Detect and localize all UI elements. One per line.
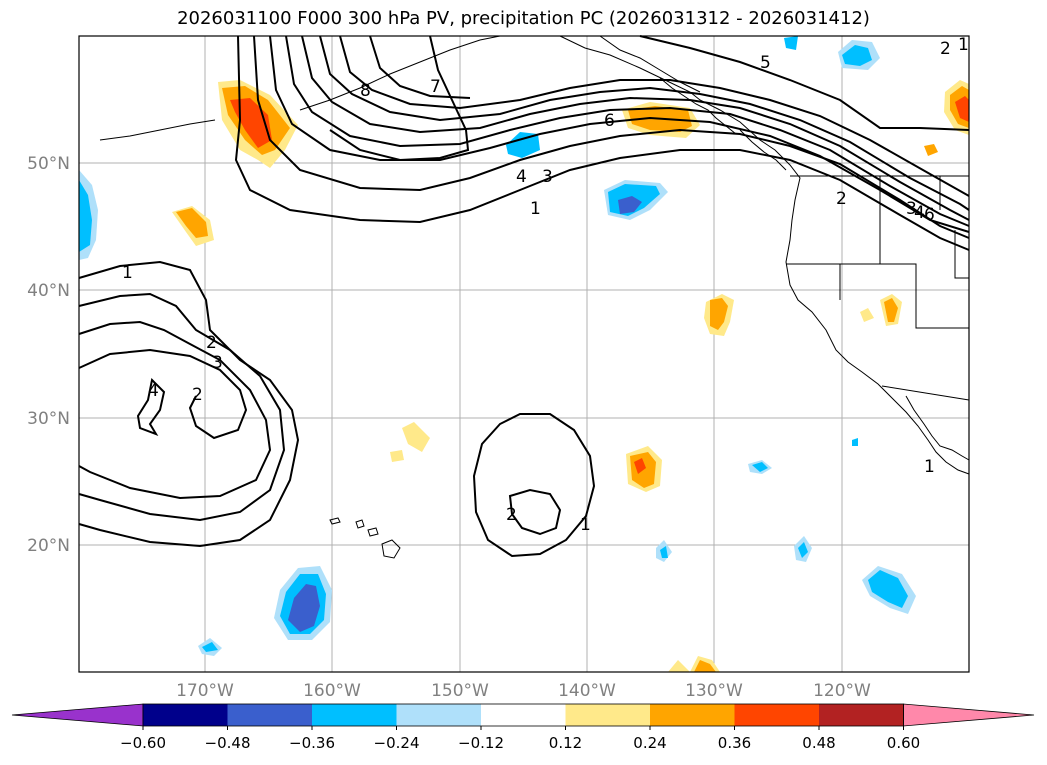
pv-label: 2 [192,385,203,405]
pv-label: 2 [506,505,517,525]
map-title: 2026031100 F000 300 hPa PV, precipitatio… [177,8,870,29]
pv-contours [78,35,970,558]
colorbar-tick-label: 0.12 [549,734,582,752]
pv-label: 1 [530,199,541,219]
lat-label: 30°N [27,409,70,429]
colorbar-tick-label: −0.12 [458,734,504,752]
pv-label: 6 [604,111,615,131]
pv-label: 1 [958,35,969,55]
colorbar-extend-high [903,703,1035,727]
pv-label: 1 [122,263,133,283]
colorbar-segment [227,704,313,726]
pv-label: 2 [206,333,217,353]
lon-label: 130°W [685,681,743,701]
pv-label: 7 [430,77,441,97]
lat-label: 50°N [27,154,70,174]
pv-label: 5 [760,53,771,73]
colorbar-tick-label: 0.24 [633,734,666,752]
colorbar-segment [481,704,566,726]
colorbar-tick-label: −0.24 [374,734,420,752]
lon-label: 140°W [558,681,616,701]
lon-label: 120°W [813,681,871,701]
colorbar-border [142,703,904,727]
lon-label: 150°W [431,681,489,701]
pv-label: 4 [516,167,527,187]
colorbar-segment [819,704,904,726]
colorbar: −0.60 −0.48 −0.36 −0.24 −0.12 0.12 0.24 0.36 0.4… [11,703,1035,752]
pv-contour-labels: 1 2 3 4 5 6 7 8 1 2 3 4 1 2 1 2 3 4 6 1 … [122,35,969,535]
colorbar-segment [734,704,820,726]
colorbar-segment [143,704,228,726]
colorbar-tick-label: 0.48 [802,734,835,752]
pv-label: 1 [580,515,591,535]
colorbar-segment [396,704,482,726]
lon-label: 170°W [176,681,234,701]
colorbar-tick-label: 0.60 [887,734,920,752]
lat-label: 20°N [27,536,70,556]
pv-label: 2 [940,39,951,59]
colorbar-extend-low [11,703,144,727]
colorbar-tick-label: −0.48 [205,734,251,752]
pv-label: 3 [542,167,553,187]
pv-label: 2 [836,189,847,209]
colorbar-segment [565,704,651,726]
longitude-labels: 170°W 160°W 150°W 140°W 130°W 120°W [176,681,871,701]
colorbar-segment [312,704,397,726]
lat-label: 40°N [27,281,70,301]
graticule [79,36,969,672]
pv-label: 3 [906,199,917,219]
pv-label: 4 [148,381,159,401]
latitude-labels: 50°N 40°N 30°N 20°N [27,154,70,556]
pv-label: 3 [212,353,223,373]
pv-label: 8 [360,81,371,101]
colorbar-tick-label: 0.36 [718,734,751,752]
pv-label: 1 [924,457,935,477]
coastlines [99,35,970,559]
lon-label: 160°W [303,681,361,701]
map-frame [78,35,970,673]
colorbar-segment [650,704,735,726]
colorbar-tick-label: −0.60 [120,734,166,752]
pv-label: 6 [924,205,935,225]
pv-label: 4 [914,203,925,223]
colorbar-tick-label: −0.36 [289,734,335,752]
